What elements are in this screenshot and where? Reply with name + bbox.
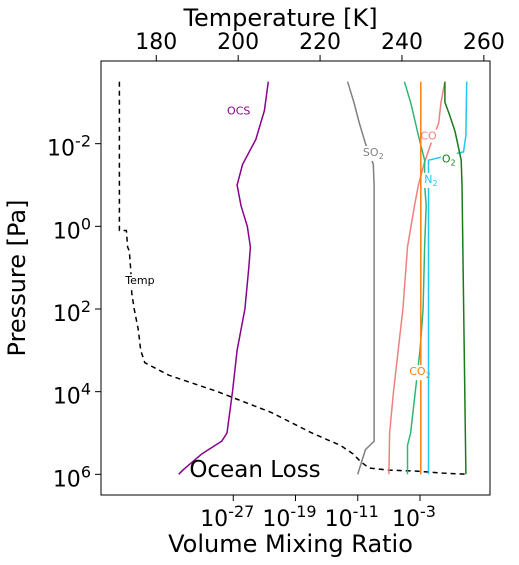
series-line-ocs xyxy=(178,81,270,475)
series-label-so2: SO2 xyxy=(363,146,384,161)
series-line-co xyxy=(388,81,446,475)
series-label-background xyxy=(123,274,156,288)
x-axis-label: Volume Mixing Ratio xyxy=(168,530,413,558)
y-tick-label: 104 xyxy=(53,380,91,410)
series-label-temp: Temp xyxy=(124,274,154,287)
y-tick-label: 102 xyxy=(53,297,91,327)
series-label-background xyxy=(408,365,432,381)
series-label-background xyxy=(419,129,439,143)
top-tick-label: 220 xyxy=(299,30,341,55)
y-tick-label: 10-2 xyxy=(47,132,91,162)
series-line-o2 xyxy=(444,81,467,475)
x-tick-label: 10-3 xyxy=(392,502,436,532)
series-line-n2 xyxy=(427,81,468,475)
series-label-background xyxy=(226,104,252,118)
x-tick-label: 10-11 xyxy=(325,502,379,532)
top-tick-label: 240 xyxy=(381,30,423,55)
x-tick-label: 10-27 xyxy=(200,502,254,532)
top-tick-label: 200 xyxy=(217,30,259,55)
series-label-co: CO xyxy=(420,130,437,143)
top-tick-label: 180 xyxy=(135,30,177,55)
x-tick-label: 10-19 xyxy=(262,502,316,532)
top-axis-label: Temperature [K] xyxy=(182,4,377,32)
top-axis-ticks: 180 200 220 240 260 xyxy=(135,30,505,61)
series-line-series-4 xyxy=(403,81,427,475)
panel-annotation: Ocean Loss xyxy=(189,457,320,483)
bottom-axis-ticks: 10-27 10-19 10-11 10-3 xyxy=(200,495,436,532)
y-axis-label: Pressure [Pa] xyxy=(3,200,31,357)
left-axis-ticks: 10-2 100 102 104 106 xyxy=(47,132,101,492)
top-tick-label: 260 xyxy=(463,30,505,55)
series-label-background xyxy=(440,152,457,168)
series-line-so2 xyxy=(346,81,375,475)
y-tick-label: 100 xyxy=(53,214,91,244)
series-label-background xyxy=(423,172,439,188)
series-label-o2: O2 xyxy=(442,152,456,167)
series-label-background xyxy=(361,146,385,162)
series-line-temp xyxy=(118,81,468,476)
series-label-ocs: OCS xyxy=(227,105,250,118)
series-label-n2: N2 xyxy=(424,173,437,188)
y-tick-label: 106 xyxy=(53,462,91,492)
